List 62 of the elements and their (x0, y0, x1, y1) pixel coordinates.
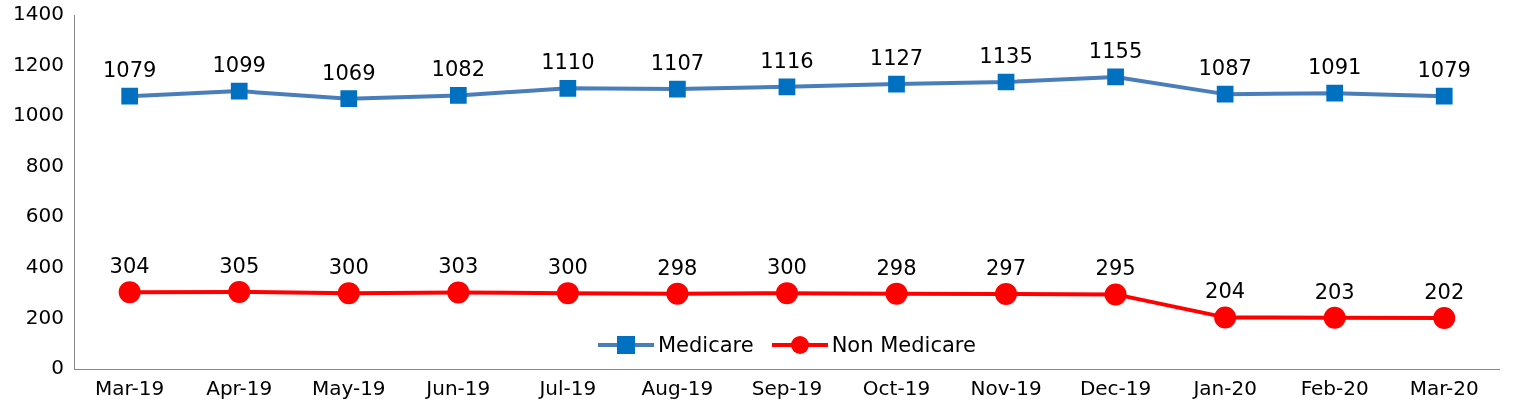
point (556, 282, 579, 305)
x-tick-label: Aug-19 (641, 376, 714, 401)
point (885, 282, 908, 305)
point (1104, 283, 1127, 306)
data-label: 1099 (212, 53, 266, 78)
y-tick-label: 800 (25, 152, 64, 177)
data-label: 202 (1424, 279, 1465, 304)
data-label: 304 (109, 254, 150, 279)
x-tick-label: Apr-19 (206, 376, 273, 401)
data-label: 1091 (1307, 55, 1362, 80)
data-label: 295 (1095, 256, 1136, 281)
point (118, 281, 141, 304)
data-label: 203 (1314, 279, 1355, 304)
point (447, 281, 470, 304)
point (228, 280, 251, 303)
point (1433, 306, 1456, 329)
data-label: 1079 (1417, 58, 1471, 83)
point (995, 282, 1018, 305)
data-label: 1087 (1198, 56, 1252, 81)
point (1323, 306, 1346, 329)
point (666, 282, 689, 305)
x-tick-label: Mar-19 (95, 376, 165, 401)
x-tick-label: Jun-19 (424, 376, 491, 401)
data-label: 303 (438, 254, 479, 279)
x-tick-label: Sep-19 (751, 376, 823, 401)
x-tick-label: Jan-20 (1191, 376, 1257, 401)
point (337, 282, 360, 305)
data-label: 298 (657, 255, 698, 280)
data-label: 1069 (322, 60, 376, 85)
x-tick-label: Mar-20 (1409, 376, 1479, 401)
data-label: 1135 (979, 43, 1033, 68)
y-tick-label: 1400 (12, 1, 64, 26)
legend-label: Medicare (657, 333, 754, 357)
x-tick-label: Feb-20 (1300, 376, 1369, 401)
data-label: 1110 (541, 50, 595, 75)
data-label: 1116 (760, 48, 814, 73)
point (775, 282, 798, 305)
point (1214, 306, 1237, 329)
data-label: 305 (219, 253, 260, 278)
data-label: 1107 (650, 51, 705, 76)
data-label: 300 (328, 255, 369, 280)
x-tick-label: Dec-19 (1079, 376, 1152, 401)
y-tick-label: 400 (25, 254, 64, 279)
data-label: 1127 (869, 45, 924, 70)
data-label: 1079 (102, 58, 157, 83)
data-label: 298 (876, 255, 917, 280)
y-tick-label: 1000 (12, 102, 64, 127)
y-tick-label: 200 (25, 304, 64, 329)
data-label: 1082 (431, 57, 486, 82)
y-tick-label: 1200 (12, 51, 64, 76)
data-label: 300 (547, 255, 588, 280)
y-tick-label: 0 (51, 355, 64, 380)
y-tick-label: 600 (25, 203, 64, 228)
x-tick-label: Oct-19 (862, 376, 931, 401)
data-label: 1155 (1088, 38, 1143, 63)
data-label: 300 (766, 255, 807, 280)
data-label: 297 (985, 255, 1027, 280)
legend-label: Non Medicare (831, 333, 976, 357)
x-tick-label: Nov-19 (970, 376, 1042, 401)
x-tick-label: Jul-19 (537, 376, 597, 401)
x-tick-label: May-19 (311, 376, 386, 401)
data-label: 204 (1205, 279, 1246, 304)
